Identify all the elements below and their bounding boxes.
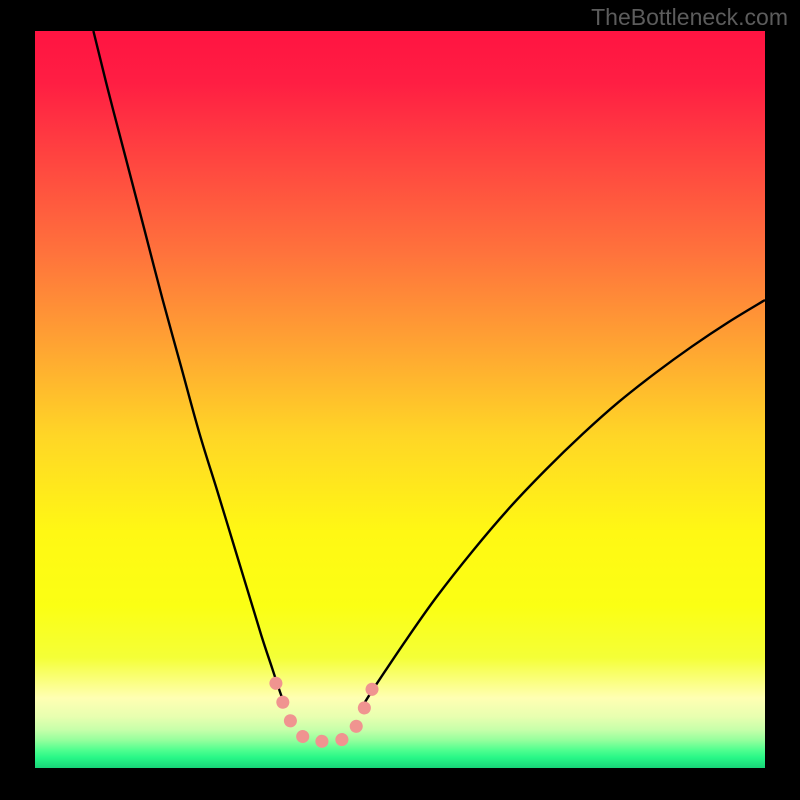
bottom-dotted-segment (276, 683, 373, 741)
plot-area (35, 31, 765, 768)
curves-layer (35, 31, 765, 768)
right-curve (360, 300, 765, 711)
left-curve (93, 31, 285, 707)
watermark-text: TheBottleneck.com (591, 4, 788, 31)
